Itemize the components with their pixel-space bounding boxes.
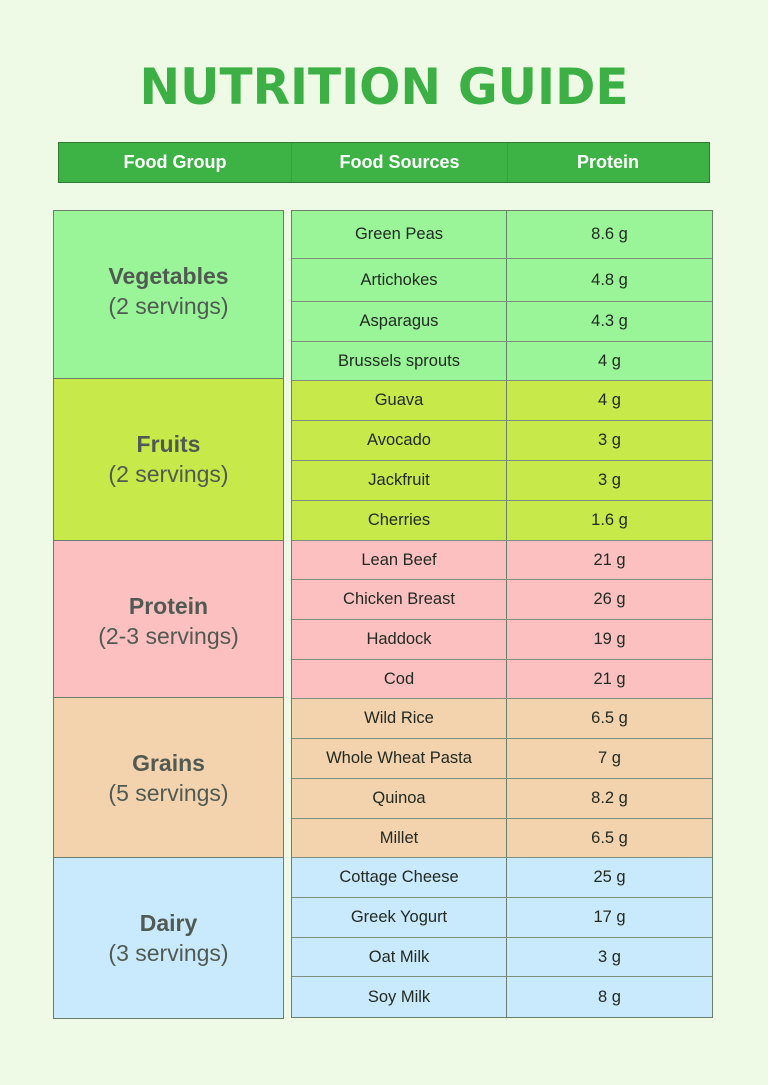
protein-cell: 3 g xyxy=(598,431,621,449)
food-source-cell: Chicken Breast xyxy=(292,580,507,619)
protein-cell: 8.6 g xyxy=(591,225,628,243)
protein-cell: 4.3 g xyxy=(591,312,628,330)
table-row: Avocado 3 g xyxy=(292,421,712,461)
food-source-cell: Artichokes xyxy=(292,259,507,301)
protein-cell: 6.5 g xyxy=(591,828,628,847)
food-source-cell: Guava xyxy=(292,381,507,420)
table-row: Soy Milk 8 g xyxy=(292,977,712,1017)
protein-cell: 17 g xyxy=(593,908,626,926)
table-row: Jackfruit 3 g xyxy=(292,461,712,501)
food-group-dairy: Dairy (3 servings) xyxy=(54,858,283,1018)
table-row: Millet 6.5 g xyxy=(292,819,712,858)
protein-cell: 21 g xyxy=(593,550,626,569)
protein-cell: 4.8 g xyxy=(591,270,628,289)
group-name: Vegetables xyxy=(108,263,229,289)
food-source-cell: Cottage Cheese xyxy=(292,858,507,897)
table-row: Cottage Cheese 25 g xyxy=(292,858,712,898)
group-servings: (2 servings) xyxy=(108,461,229,487)
food-source-cell: Green Peas xyxy=(292,211,507,258)
food-group-column: Vegetables (2 servings) Fruits (2 servings)… xyxy=(53,210,284,1019)
food-source-cell: Haddock xyxy=(292,620,507,659)
food-source-cell: Avocado xyxy=(292,421,507,460)
protein-cell: 3 g xyxy=(598,947,621,966)
table-row: Guava 4 g xyxy=(292,381,712,421)
food-sources-table: Green Peas 8.6 g Artichokes 4.8 g Asparagus 4… xyxy=(291,210,713,1018)
table-row: Oat Milk 3 g xyxy=(292,938,712,977)
group-servings: (2 servings) xyxy=(108,293,229,319)
food-source-cell: Cod xyxy=(292,660,507,698)
table-row: Asparagus 4.3 g xyxy=(292,302,712,342)
table-row: Lean Beef 21 g xyxy=(292,541,712,580)
protein-cell: 19 g xyxy=(593,630,626,648)
table-row: Artichokes 4.8 g xyxy=(292,259,712,302)
group-name: Grains xyxy=(132,750,205,776)
group-name: Fruits xyxy=(136,431,201,457)
protein-cell: 3 g xyxy=(598,471,621,489)
food-source-cell: Millet xyxy=(292,819,507,857)
protein-cell: 8 g xyxy=(598,987,621,1006)
protein-cell: 6.5 g xyxy=(591,709,628,727)
food-source-cell: Soy Milk xyxy=(292,977,507,1017)
protein-cell: 21 g xyxy=(593,669,626,688)
food-source-cell: Oat Milk xyxy=(292,938,507,976)
table-row: Haddock 19 g xyxy=(292,620,712,660)
protein-cell: 4 g xyxy=(598,391,621,409)
group-servings: (3 servings) xyxy=(108,940,229,966)
group-servings: (2-3 servings) xyxy=(98,623,239,649)
table-row: Cherries 1.6 g xyxy=(292,501,712,541)
table-row: Quinoa 8.2 g xyxy=(292,779,712,819)
food-source-cell: Asparagus xyxy=(292,302,507,341)
protein-cell: 7 g xyxy=(598,749,621,767)
table-row: Whole Wheat Pasta 7 g xyxy=(292,739,712,779)
group-name: Dairy xyxy=(139,910,198,936)
food-group-protein: Protein (2-3 servings) xyxy=(54,541,283,698)
table-row: Cod 21 g xyxy=(292,660,712,699)
food-source-cell: Whole Wheat Pasta xyxy=(292,739,507,778)
protein-cell: 26 g xyxy=(593,590,626,608)
page-title: NUTRITION GUIDE xyxy=(139,58,629,116)
protein-cell: 4 g xyxy=(598,351,621,370)
food-group-grains: Grains (5 servings) xyxy=(54,698,283,858)
table-header: Food Group Food Sources Protein xyxy=(58,142,710,183)
food-source-cell: Lean Beef xyxy=(292,541,507,579)
food-group-vegetables: Vegetables (2 servings) xyxy=(54,211,283,379)
table-row: Brussels sprouts 4 g xyxy=(292,342,712,381)
protein-cell: 1.6 g xyxy=(591,511,628,529)
protein-cell: 8.2 g xyxy=(591,789,628,807)
header-food-sources: Food Sources xyxy=(292,143,508,182)
food-source-cell: Cherries xyxy=(292,501,507,540)
table-row: Green Peas 8.6 g xyxy=(292,211,712,259)
food-source-cell: Greek Yogurt xyxy=(292,898,507,937)
food-source-cell: Quinoa xyxy=(292,779,507,818)
group-servings: (5 servings) xyxy=(108,780,229,806)
food-source-cell: Jackfruit xyxy=(292,461,507,500)
food-source-cell: Brussels sprouts xyxy=(292,342,507,380)
food-group-fruits: Fruits (2 servings) xyxy=(54,379,283,541)
table-row: Greek Yogurt 17 g xyxy=(292,898,712,938)
food-source-cell: Wild Rice xyxy=(292,699,507,738)
header-protein: Protein xyxy=(576,152,639,172)
table-row: Wild Rice 6.5 g xyxy=(292,699,712,739)
table-row: Chicken Breast 26 g xyxy=(292,580,712,620)
protein-cell: 25 g xyxy=(593,868,626,886)
group-name: Protein xyxy=(128,593,209,619)
header-food-group: Food Group xyxy=(59,143,292,182)
